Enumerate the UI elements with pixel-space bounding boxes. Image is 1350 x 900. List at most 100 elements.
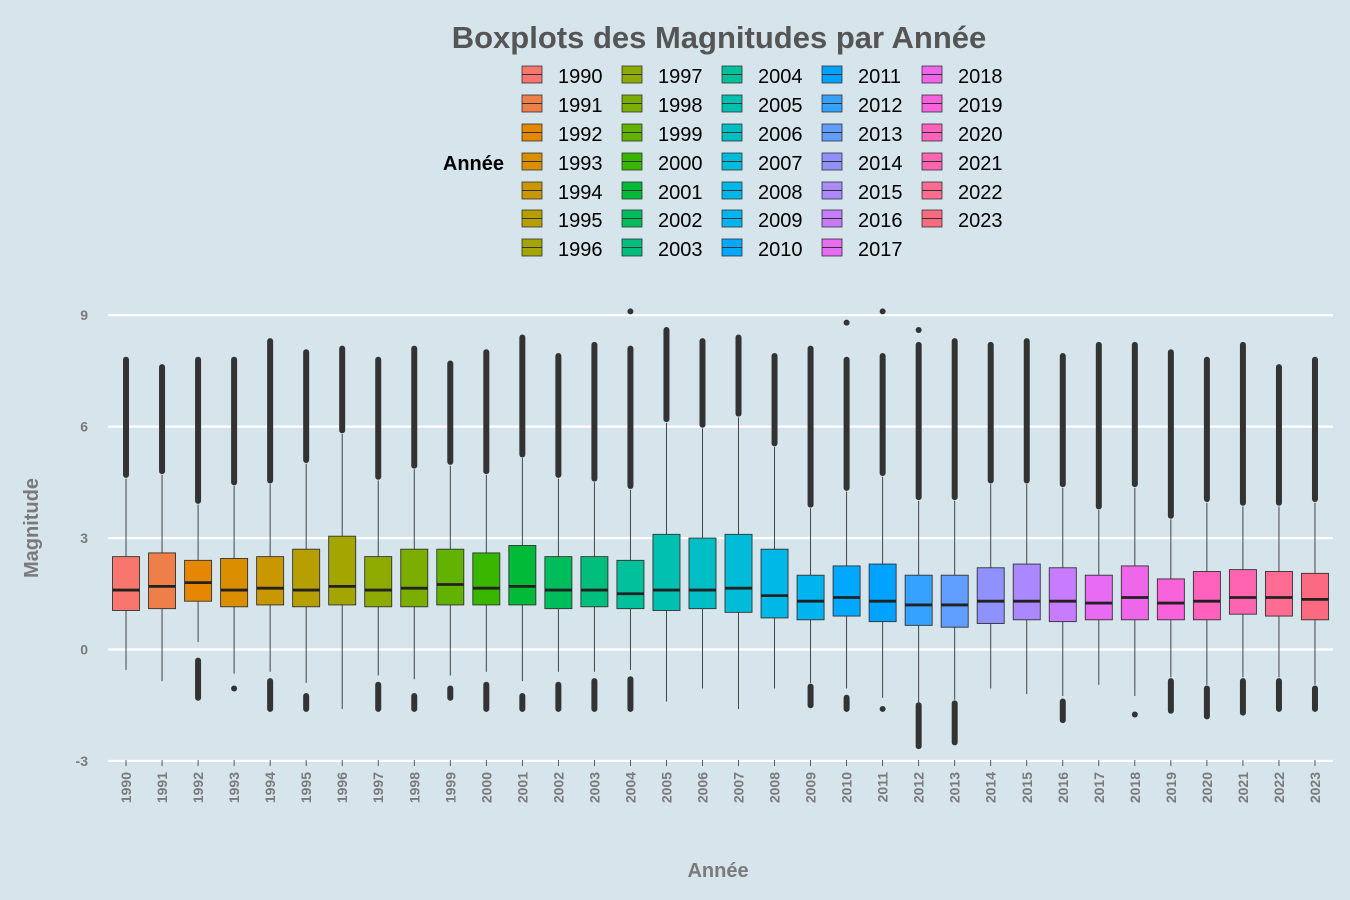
box-2001: [508, 334, 537, 712]
x-tick-label: 2001: [514, 772, 530, 803]
box-1995: [292, 349, 321, 712]
x-tick-label: 2017: [1091, 772, 1107, 803]
box-2003: [580, 341, 609, 712]
legend-item-2008: 2008: [721, 181, 803, 204]
legend-label: 2011: [858, 66, 901, 88]
x-tick-label: 2013: [947, 772, 963, 803]
x-tick-label: 2007: [731, 772, 747, 803]
box-2012: [904, 327, 933, 750]
legend-item-2013: 2013: [821, 123, 903, 146]
box-body: [364, 556, 393, 608]
outlier-point: [843, 319, 850, 326]
x-tick-label: 1999: [442, 772, 458, 803]
x-tick-label: 2020: [1199, 772, 1215, 803]
y-tick-label: 0: [80, 642, 88, 658]
x-tick-label: 2010: [839, 772, 855, 803]
box-1997: [364, 356, 393, 712]
legend-item-2023: 2023: [921, 209, 1003, 232]
box-2020: [1192, 356, 1221, 720]
legend-label: 1997: [658, 66, 703, 88]
legend-label: 2003: [658, 239, 703, 261]
legend-item-2002: 2002: [621, 209, 703, 232]
legend-label: 2007: [758, 153, 803, 175]
legend-label: 2023: [958, 210, 1003, 232]
legend-label: 2005: [758, 95, 803, 117]
box-body: [1048, 567, 1077, 623]
legend-label: 1999: [658, 124, 703, 146]
legend-item-1998: 1998: [621, 94, 703, 117]
legend-item-2001: 2001: [621, 181, 703, 204]
legend-label: 2018: [958, 66, 1003, 88]
legend-label: 1992: [558, 124, 603, 146]
box-body: [1192, 571, 1221, 621]
box-body: [256, 556, 285, 606]
box-1992: [184, 356, 213, 701]
legend-item-2005: 2005: [721, 94, 803, 117]
legend-label: 2012: [858, 95, 903, 117]
legend-item-2004: 2004: [721, 65, 803, 88]
legend-label: 2009: [758, 210, 803, 232]
box-body: [976, 567, 1005, 624]
outlier-point: [1131, 711, 1138, 718]
y-axis: -3 0 3 6 9: [76, 307, 89, 769]
legend-label: 2002: [658, 210, 703, 232]
x-tick-label: 2009: [803, 772, 819, 803]
x-tick-label: 2005: [658, 772, 674, 803]
box-2009: [796, 345, 825, 709]
outlier-point: [231, 685, 238, 692]
y-tick-label: 3: [80, 530, 88, 546]
legend-item-2019: 2019: [921, 94, 1003, 117]
box-body: [148, 552, 177, 610]
box-body: [580, 556, 609, 608]
box-2000: [472, 349, 501, 712]
legend: Année 1990 1991 1992 1993 1994 1995 1996 1997 19…: [443, 65, 1003, 261]
legend-label: 2008: [758, 182, 803, 204]
y-tick-label: -3: [76, 753, 89, 769]
legend-label: 2006: [758, 124, 803, 146]
outlier-point: [879, 308, 886, 315]
box-2008: [760, 353, 789, 689]
box-1999: [436, 360, 465, 701]
legend-label: 2010: [758, 239, 803, 261]
box-body: [688, 537, 717, 610]
box-1994: [256, 338, 285, 712]
box-body: [472, 552, 501, 606]
box-body: [616, 559, 645, 610]
legend-label: 2022: [958, 182, 1003, 204]
box-body: [940, 574, 969, 628]
box-body: [1156, 578, 1185, 621]
x-tick-label: 2002: [550, 772, 566, 803]
outlier-point: [627, 308, 634, 315]
box-body: [796, 574, 825, 621]
box-2002: [544, 353, 573, 712]
legend-item-2003: 2003: [621, 238, 703, 261]
legend-label: 2014: [858, 153, 903, 175]
x-tick-label: 1991: [154, 772, 170, 803]
box-1993: [220, 356, 249, 692]
legend-item-1995: 1995: [521, 209, 603, 232]
x-tick-label: 1993: [226, 772, 242, 803]
box-body: [652, 533, 681, 611]
box-2016: [1048, 353, 1077, 724]
x-tick-label: 1992: [190, 772, 206, 803]
legend-label: 2017: [858, 239, 903, 261]
box-body: [400, 548, 429, 608]
box-2018: [1120, 341, 1149, 718]
box-body: [184, 559, 213, 602]
box-1991: [148, 364, 177, 682]
box-body: [1301, 572, 1329, 621]
legend-label: 1990: [558, 66, 603, 88]
x-tick-label: 1990: [118, 772, 134, 803]
legend-item-1994: 1994: [521, 181, 603, 204]
legend-item-2011: 2011: [821, 65, 901, 88]
legend-label: 2013: [858, 124, 903, 146]
box-body: [544, 556, 573, 610]
legend-item-1990: 1990: [521, 65, 603, 88]
legend-item-1991: 1991: [521, 94, 603, 117]
x-tick-label: 2012: [911, 772, 927, 803]
x-tick-label: 2014: [983, 772, 999, 803]
box-body: [904, 574, 933, 626]
x-tick-label: 1997: [370, 772, 386, 803]
box-1990: [112, 356, 140, 670]
box-body: [508, 545, 537, 606]
